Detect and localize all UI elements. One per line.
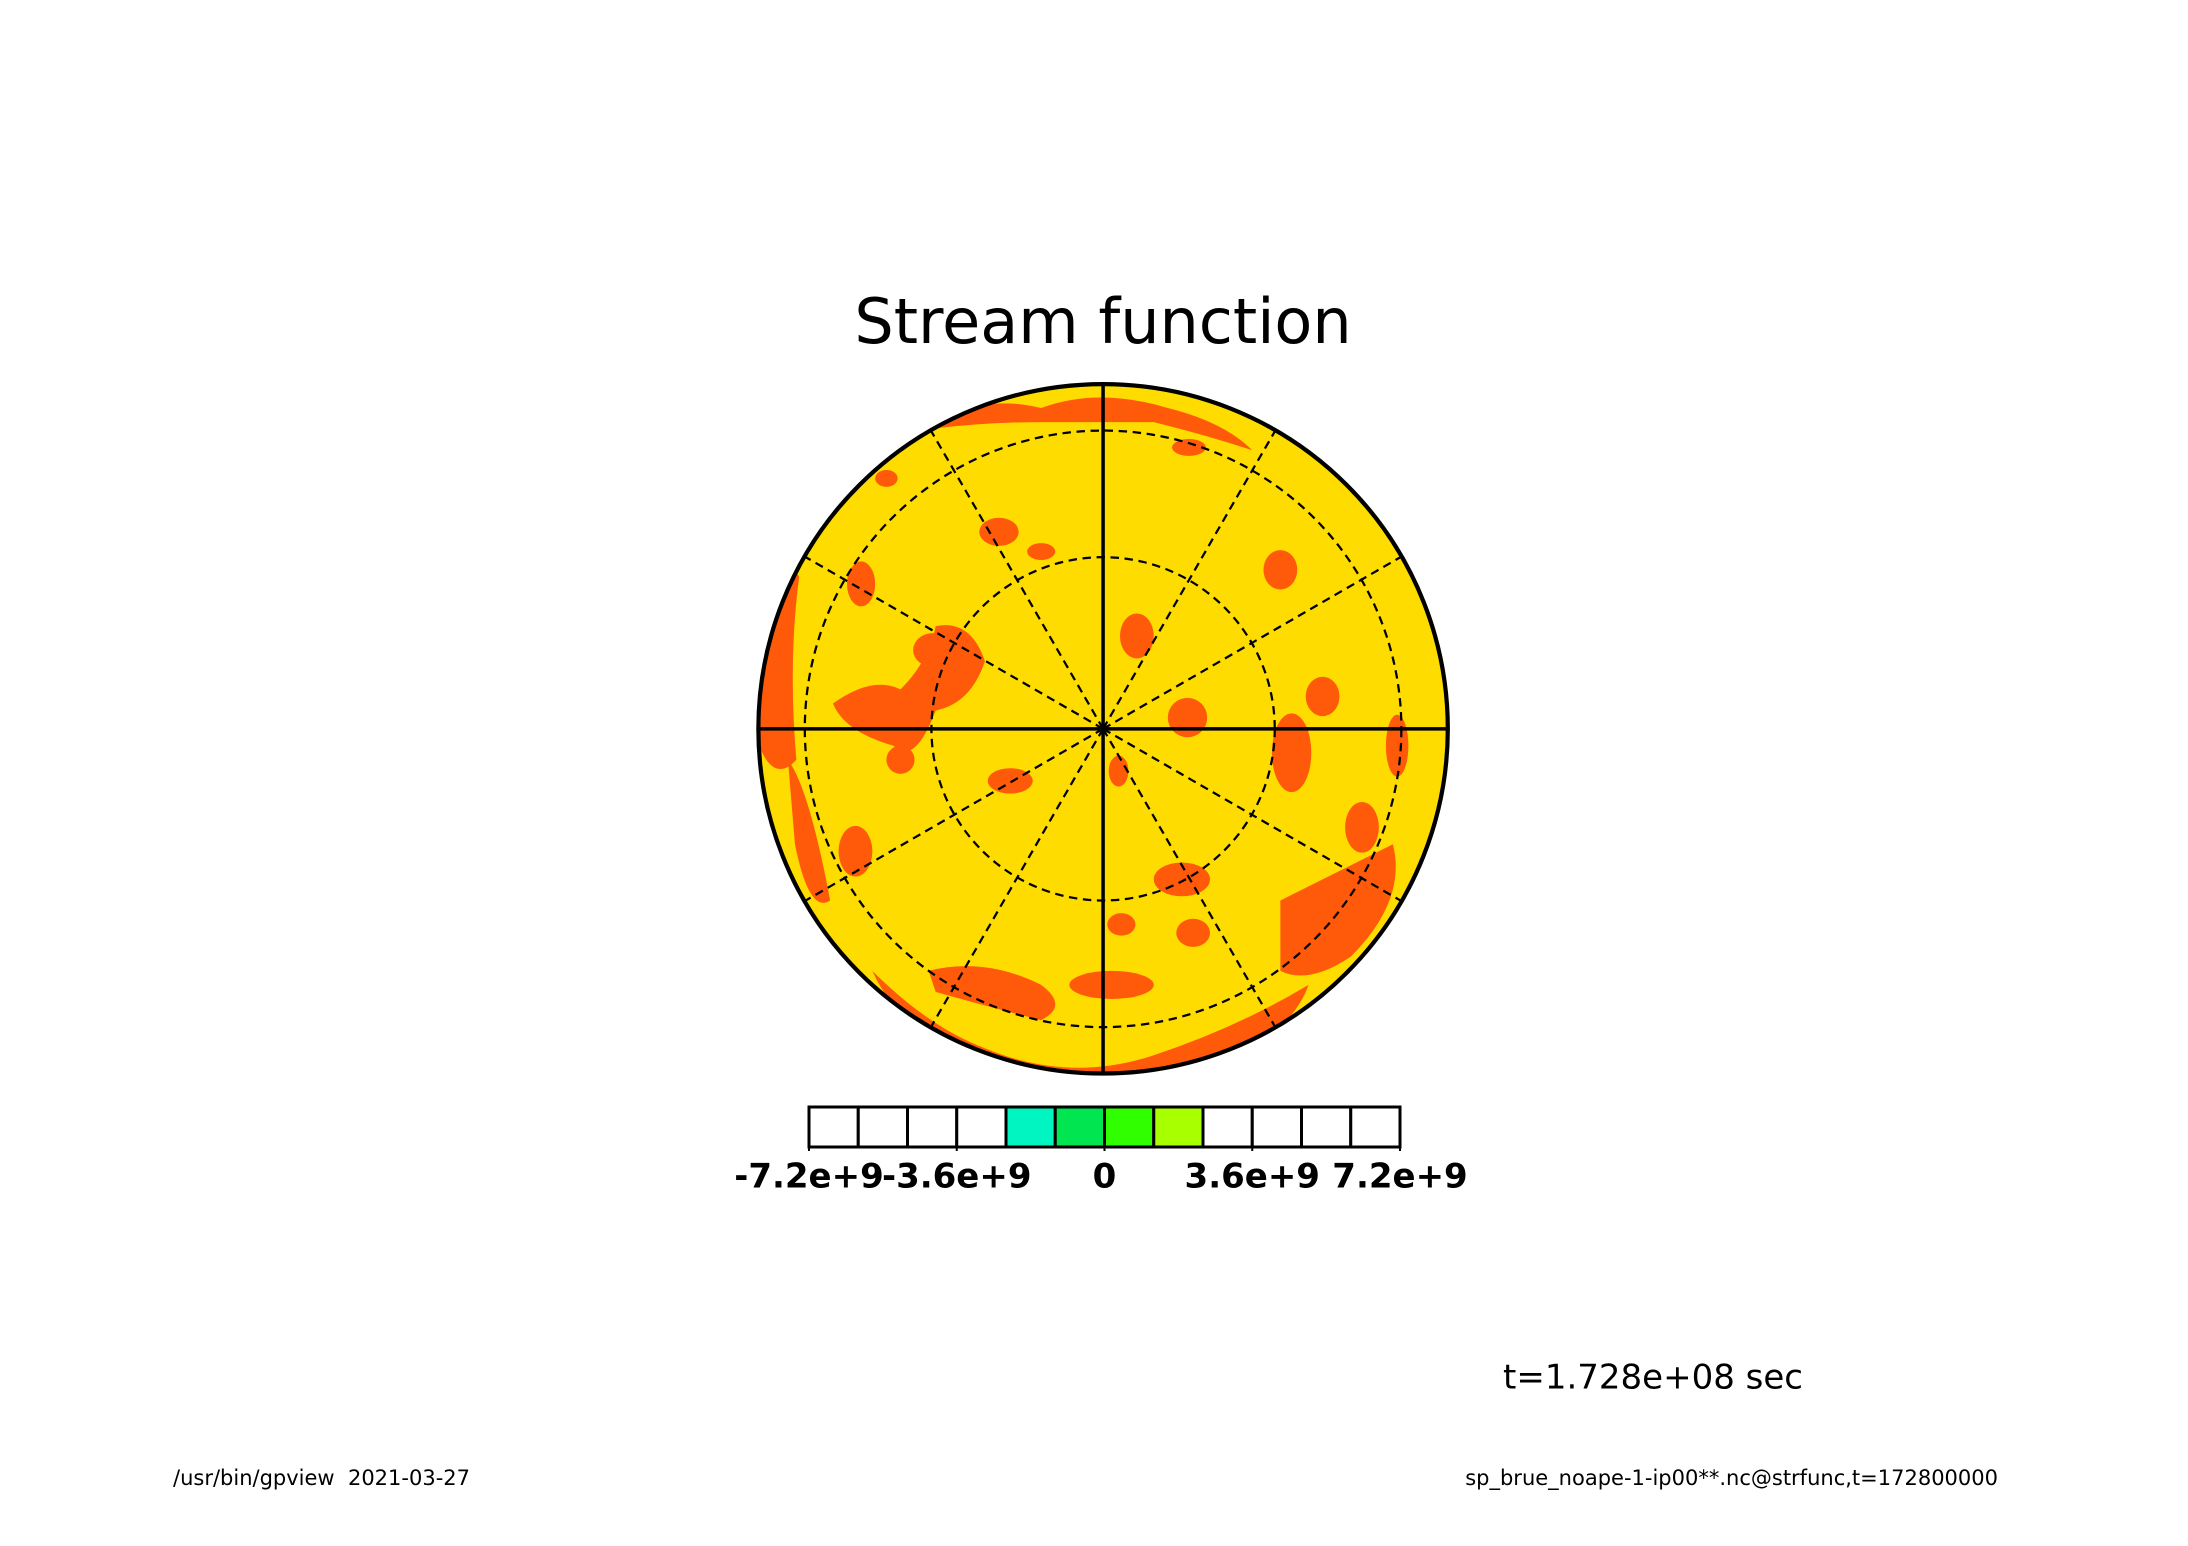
map-outline [756, 382, 1450, 1076]
footer-left: /usr/bin/gpview 2021-03-27 [173, 1466, 470, 1490]
map [756, 382, 1450, 1076]
colorbar-tick-label: 7.2e+9 [1332, 1157, 1467, 1197]
colorbar-cell [906, 1105, 959, 1149]
colorbar-cell [1053, 1105, 1106, 1149]
time-annotation: t=1.728e+08 sec [1503, 1358, 1803, 1398]
chart-title: Stream function [854, 285, 1351, 358]
colorbar-cell [1004, 1105, 1057, 1149]
colorbar-tick-label: -3.6e+9 [882, 1157, 1032, 1197]
colorbar-cell [1250, 1105, 1303, 1149]
colorbar-tick-label: 3.6e+9 [1185, 1157, 1320, 1197]
colorbar-cell [1300, 1105, 1353, 1149]
footer-right: sp_brue_noape-1-ip00**.nc@strfunc,t=1728… [1465, 1466, 1998, 1491]
colorbar-cell [1103, 1105, 1156, 1149]
colorbar-tick-label: 0 [1093, 1157, 1117, 1197]
colorbar-cell [1152, 1105, 1205, 1149]
colorbar-tick-label: -7.2e+9 [734, 1157, 884, 1197]
axes-cross [758, 384, 1448, 1074]
colorbar-cell [1201, 1105, 1254, 1149]
colorbar-cell [807, 1105, 860, 1149]
colorbar-cell [856, 1105, 909, 1149]
colorbar-cell [955, 1105, 1008, 1149]
colorbar-cell [1349, 1105, 1402, 1149]
